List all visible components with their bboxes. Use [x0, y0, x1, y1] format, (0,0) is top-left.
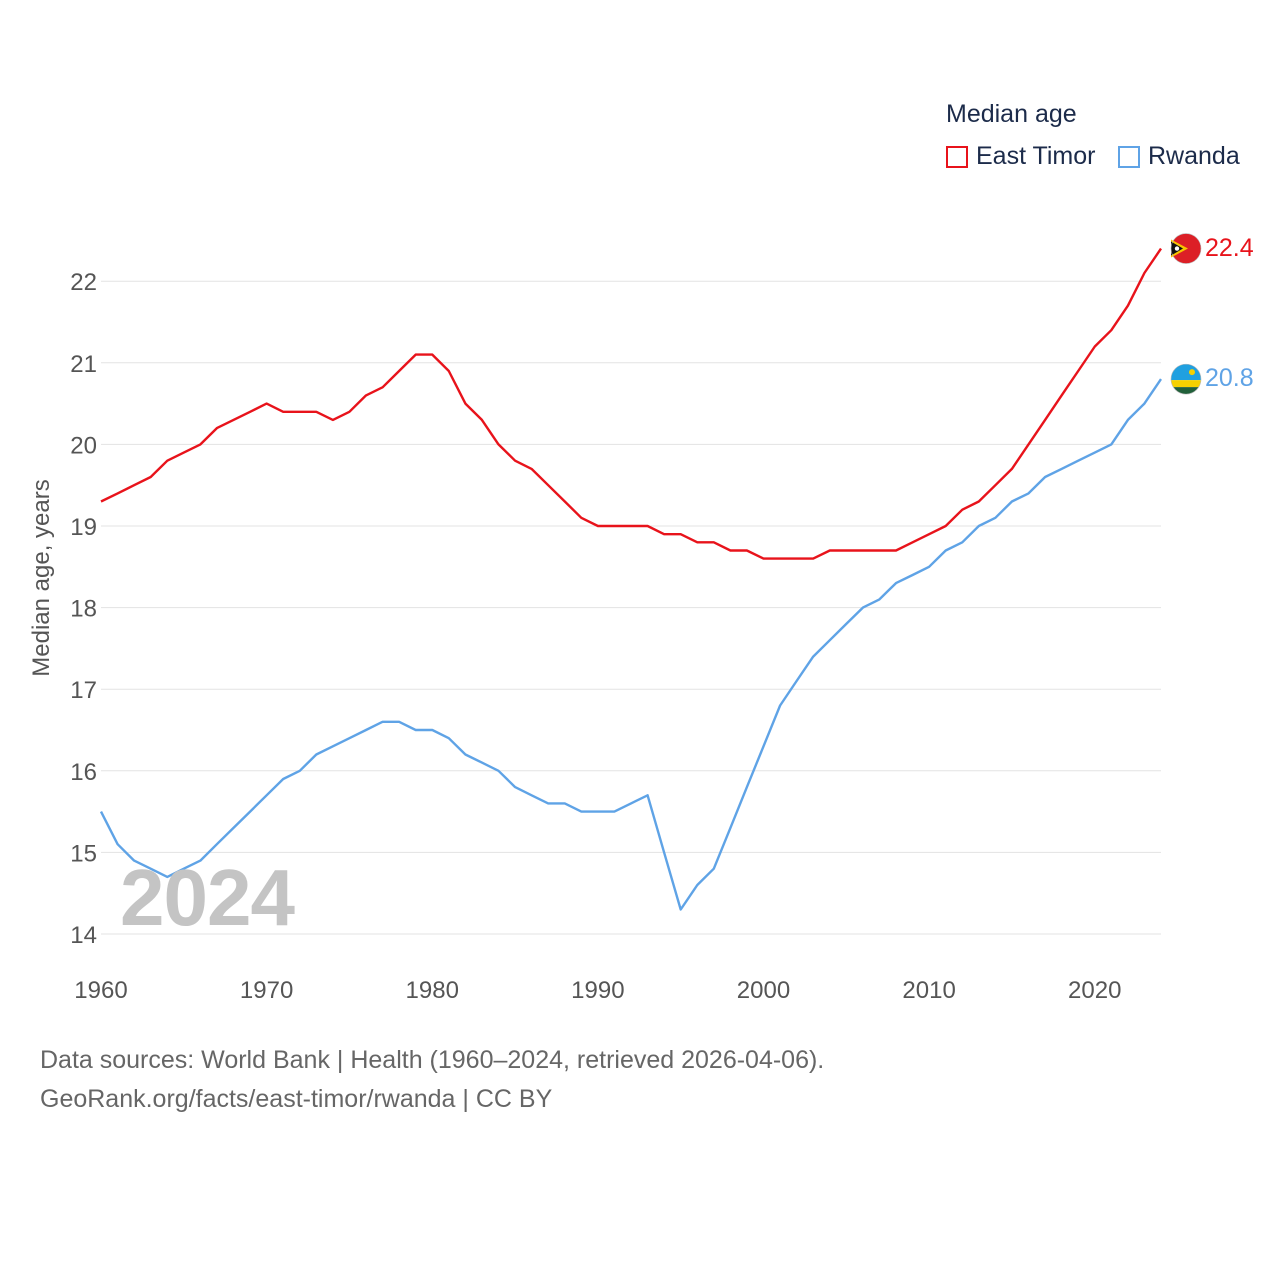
x-tick-label: 2010 — [902, 977, 955, 1004]
x-tick-label: 2000 — [737, 977, 790, 1004]
y-tick-label: 19 — [70, 514, 97, 541]
series-line-east-timor — [100, 247, 1162, 560]
y-tick-label: 15 — [70, 840, 97, 867]
x-axis-ticks: 1960 1970 1980 1990 2000 2010 2020 — [74, 977, 1121, 1004]
year-watermark: 2024 — [120, 853, 295, 942]
east-timor-flag-icon — [1170, 233, 1202, 264]
end-label-rwanda: 20.8 — [1205, 364, 1254, 393]
legend-label-east-timor: East Timor — [976, 142, 1096, 170]
end-label-east-timor: 22.4 — [1205, 233, 1254, 262]
legend-label-rwanda: Rwanda — [1148, 142, 1240, 170]
y-tick-label: 22 — [70, 269, 97, 296]
legend-swatch-east-timor — [946, 145, 968, 168]
x-tick-label: 1990 — [571, 977, 624, 1004]
source-note: Data sources: World Bank | Health (1960–… — [40, 1046, 825, 1074]
x-tick-label: 1980 — [406, 977, 459, 1004]
y-tick-label: 14 — [70, 922, 97, 949]
credit-link[interactable]: GeoRank.org/facts/east-timor/rwanda | CC… — [40, 1085, 553, 1113]
grid-lines — [101, 280, 1161, 935]
x-tick-label: 1960 — [74, 977, 127, 1004]
legend-item-rwanda[interactable]: Rwanda — [1118, 142, 1240, 171]
series-lines — [99, 247, 1162, 911]
x-tick-label: 1970 — [240, 977, 293, 1004]
end-flags — [1170, 233, 1202, 395]
legend-item-east-timor[interactable]: East Timor — [946, 142, 1095, 171]
y-tick-label: 20 — [70, 432, 97, 459]
rwanda-flag-icon — [1170, 363, 1202, 395]
series-line-rwanda — [99, 378, 1162, 911]
y-tick-label: 21 — [70, 351, 97, 378]
y-axis-ticks: 14 15 16 17 18 19 20 21 22 — [70, 269, 97, 949]
legend-swatch-rwanda — [1118, 145, 1140, 168]
legend-title: Median age — [946, 100, 1077, 128]
y-tick-label: 17 — [70, 677, 97, 704]
y-axis-label: Median age, years — [28, 479, 55, 677]
y-tick-label: 18 — [70, 596, 97, 623]
x-tick-label: 2020 — [1068, 977, 1121, 1004]
y-tick-label: 16 — [70, 759, 97, 786]
